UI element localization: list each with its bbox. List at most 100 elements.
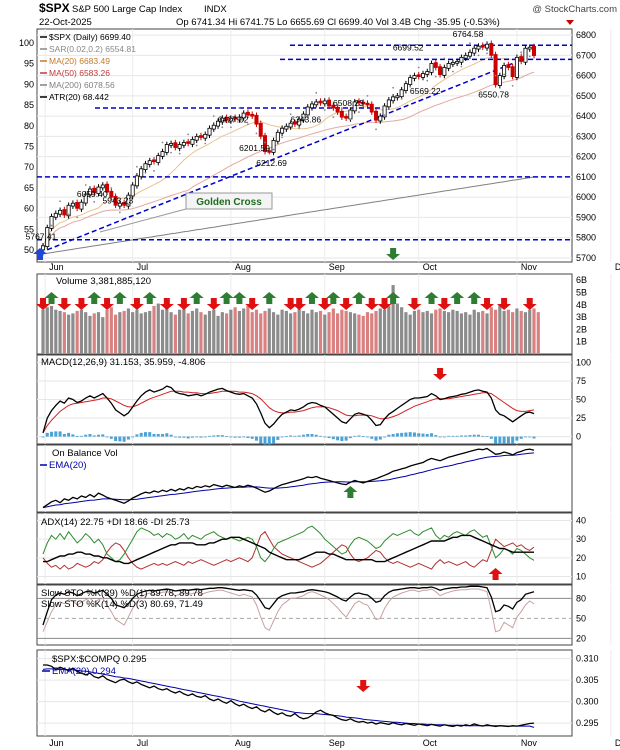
sar-dot [511,84,514,87]
sar-dot [264,141,266,144]
sar-dot [434,75,437,78]
month-label-1: Jul [137,262,149,272]
volume-arrow-down-0 [36,298,50,310]
volume-bar [67,314,71,354]
volume-bar [336,313,340,354]
volume-arrow-down-22 [339,298,354,310]
candle-body [450,62,455,65]
candle-body [181,142,186,146]
volume-bar [216,315,220,354]
volume-bar [468,314,472,354]
macd-hist-bar [220,435,224,437]
candle-body [87,188,92,196]
candle-body [297,118,302,126]
macd-hist-bar [506,436,510,444]
obv-line [42,447,535,509]
candle-body [245,111,250,116]
macd-hist-bar [511,436,515,444]
sar-dot [67,213,70,216]
candle-body [459,56,464,63]
sto-legend-1: Slow STO %K(14) %D(3) 80.69, 71.49 [41,599,203,610]
macd-hist-bar [383,436,387,438]
adx-line [43,534,534,565]
volume-bar [485,313,489,354]
volume-bar [54,309,58,354]
volume-bar [353,313,357,354]
candle-body [198,135,203,138]
candle-body [446,63,451,69]
macd-hist-bar [190,436,194,438]
price-annotation-3: 6427.02 [218,115,249,125]
candle-body [382,105,387,118]
macd-hist-bar [109,436,113,439]
sar-dot [451,70,454,73]
volume-bar [528,309,532,354]
sar-dot [153,169,155,172]
candle-body [378,115,383,122]
sar-dot [375,128,377,131]
volume-tick-0: 1B [576,337,587,347]
volume-bar [442,310,446,354]
sar-dot [486,52,488,55]
volume-bar [75,310,79,354]
macd-hist-bar [169,434,173,437]
sto-tick-1: 50 [576,613,586,623]
sar-dot [306,115,309,118]
candle-body [442,67,447,76]
candle-body [322,100,327,105]
volume-bar [314,312,318,354]
candle-body [292,122,297,125]
candle-body [190,139,195,145]
candle-body [177,144,182,149]
volume-arrow-down-25 [377,298,392,310]
volume-bar [451,309,455,354]
volume-bar [186,313,190,354]
macd-hist-bar [114,436,118,442]
candle-body [53,212,58,218]
price-legend-2: MA(20) 6683.49 [49,56,110,66]
volume-arrow-down-18 [292,298,307,310]
adx-panel [36,512,573,585]
volume-bar [293,312,297,354]
volume-arrow-down-3 [74,298,89,310]
candle-body [425,71,430,75]
sar-dot [298,127,301,130]
golden-cross-label: Golden Cross [196,197,262,208]
candle-body [241,112,246,119]
candle-body [361,101,366,105]
sar-dot [528,55,531,58]
volume-bar [459,313,464,354]
candle-body [493,54,498,86]
month-label-6: Dec [615,262,620,272]
watermark[interactable]: @ StockCharts.com [532,4,617,15]
candle-body [66,204,71,217]
candle-body [514,56,519,78]
volume-bar [318,310,323,354]
price-left-tick-7: 85 [24,100,34,110]
volume-bar [391,285,395,354]
volume-bar [224,313,229,354]
candle-body [395,95,400,99]
volume-arrow-up-6 [112,292,127,304]
macd-hist-bar [306,433,310,437]
macd-hist-bar [348,436,352,439]
volume-arrow-down-15 [245,298,260,310]
sar-dot [221,126,224,129]
volume-arrow-down-20 [317,298,332,310]
volume-bar [105,309,109,354]
candle-body [472,47,477,54]
sar-dot [477,54,480,57]
macd-hist-bar [425,433,429,437]
candle-body [327,99,332,107]
sar-dot [289,113,292,115]
sar-dot [332,116,335,119]
macd-hist-bar [212,435,216,437]
price-panel [36,28,573,263]
macd-hist-bar [472,434,476,437]
macd-hist-bar [259,436,263,444]
volume-arrow-down-12 [206,298,221,310]
volume-bar [523,312,528,354]
candle-body [83,193,88,204]
macd-tick-0: 0 [576,432,581,442]
volume-bar [323,314,327,354]
